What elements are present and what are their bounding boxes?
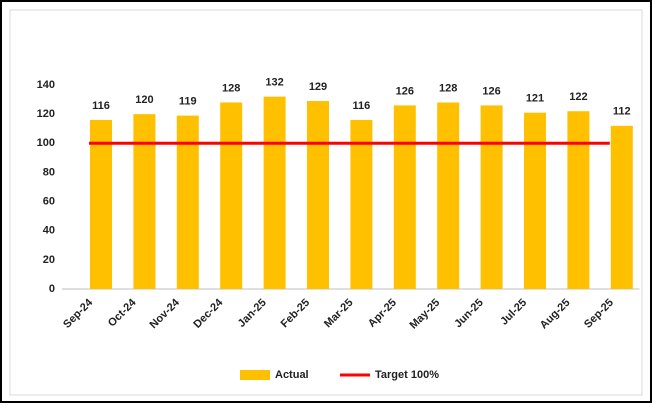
data-label: 116 bbox=[353, 100, 371, 112]
bar bbox=[393, 105, 416, 290]
legend-label: Target 100% bbox=[375, 369, 439, 381]
bar bbox=[480, 105, 503, 290]
data-label: 132 bbox=[265, 77, 283, 89]
data-label: 128 bbox=[222, 82, 240, 94]
y-tick-label: 40 bbox=[43, 225, 55, 237]
data-label: 122 bbox=[569, 91, 587, 103]
data-label: 129 bbox=[309, 81, 327, 93]
bar bbox=[610, 125, 633, 289]
data-label: 120 bbox=[135, 94, 153, 106]
y-tick-label: 20 bbox=[43, 254, 55, 266]
data-label: 128 bbox=[439, 82, 457, 94]
y-tick-label: 100 bbox=[37, 137, 55, 149]
y-tick-label: 0 bbox=[49, 283, 55, 295]
bar bbox=[90, 119, 112, 289]
data-label: 116 bbox=[92, 100, 110, 112]
bar bbox=[133, 114, 156, 290]
bar bbox=[176, 115, 199, 289]
data-label: 119 bbox=[179, 96, 197, 108]
bar bbox=[437, 102, 460, 289]
legend-swatch bbox=[240, 370, 270, 380]
bar bbox=[263, 96, 286, 290]
bar bbox=[350, 119, 373, 289]
y-tick-label: 60 bbox=[43, 195, 55, 207]
y-tick-label: 140 bbox=[37, 79, 55, 91]
y-tick-label: 120 bbox=[37, 108, 55, 120]
bar bbox=[567, 111, 590, 289]
data-label: 126 bbox=[482, 85, 500, 97]
bar bbox=[307, 101, 329, 290]
data-label: 121 bbox=[526, 93, 544, 105]
bar bbox=[524, 112, 546, 289]
bar bbox=[220, 102, 243, 289]
data-label: 112 bbox=[613, 106, 631, 118]
y-tick-label: 80 bbox=[43, 166, 55, 178]
legend-label: Actual bbox=[275, 369, 309, 381]
data-label: 126 bbox=[396, 85, 414, 97]
plot-frame bbox=[9, 9, 643, 396]
